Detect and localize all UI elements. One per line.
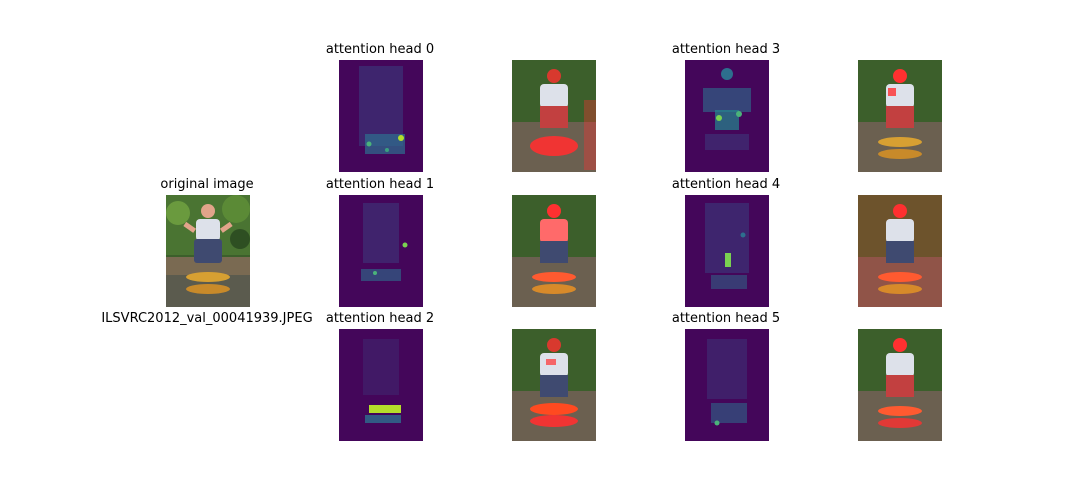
head-0-title: attention head 0 bbox=[325, 42, 435, 57]
head-0-overlay bbox=[512, 60, 596, 172]
head-0-heatmap bbox=[339, 60, 423, 172]
head-1-overlay bbox=[512, 195, 596, 307]
original-image bbox=[166, 195, 250, 307]
head-4-overlay bbox=[858, 195, 942, 307]
head-5-title: attention head 5 bbox=[671, 311, 781, 326]
original-image-title: original image bbox=[160, 177, 254, 192]
head-1-heatmap bbox=[339, 195, 423, 307]
head-2-heatmap bbox=[339, 329, 423, 441]
head-5-heatmap bbox=[685, 329, 769, 441]
original-image-caption: ILSVRC2012_val_00041939.JPEG bbox=[101, 311, 313, 326]
head-4-heatmap bbox=[685, 195, 769, 307]
head-2-overlay bbox=[512, 329, 596, 441]
head-1-title: attention head 1 bbox=[325, 177, 435, 192]
head-4-title: attention head 4 bbox=[671, 177, 781, 192]
head-3-heatmap bbox=[685, 60, 769, 172]
head-2-title: attention head 2 bbox=[325, 311, 435, 326]
head-3-title: attention head 3 bbox=[671, 42, 781, 57]
head-5-overlay bbox=[858, 329, 942, 441]
head-3-overlay bbox=[858, 60, 942, 172]
original-photo bbox=[166, 195, 250, 307]
